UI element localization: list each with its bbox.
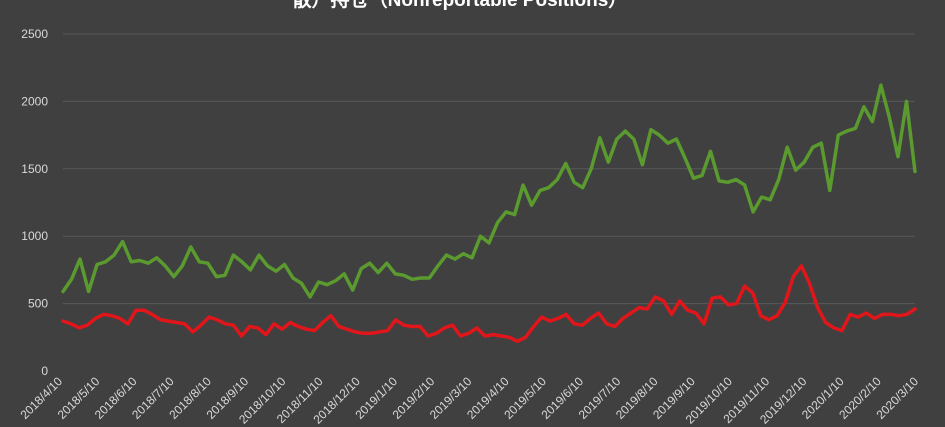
y-tick-label: 500: [28, 297, 48, 311]
series-line-green: [61, 83, 917, 299]
chart-title: 散）持仓（Nonreportable Positions）: [293, 0, 628, 11]
gridlines: [63, 33, 915, 305]
series-line-red: [61, 264, 917, 344]
y-tick-label: 1500: [21, 162, 48, 176]
y-tick-label: 2000: [21, 94, 48, 108]
y-tick-label: 1000: [21, 229, 48, 243]
y-tick-label: 2500: [21, 27, 48, 41]
y-axis-ticks: 0 500 1000 1500 2000 2500: [21, 27, 48, 378]
series-layer: [61, 83, 917, 344]
y-tick-label: 0: [41, 364, 48, 378]
